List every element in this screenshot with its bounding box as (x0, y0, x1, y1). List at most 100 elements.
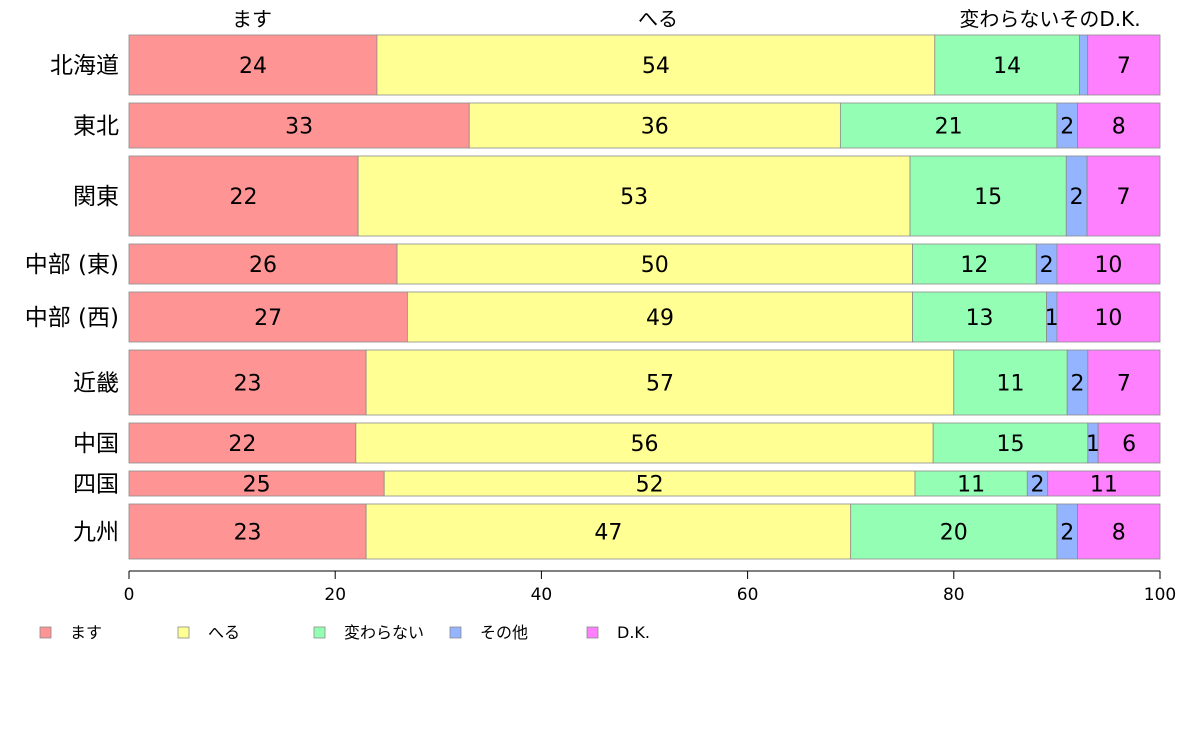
category-label: 中部 (東) (25, 252, 119, 278)
segment-value-label: 11 (997, 372, 1025, 397)
segment-value-label: 36 (641, 115, 669, 140)
bar-segment (1056, 291, 1161, 343)
legend-swatch (313, 626, 326, 639)
segment-value-label: 27 (254, 306, 282, 331)
category-label: 北海道 (50, 53, 119, 79)
category-label: 中国 (73, 431, 119, 457)
top-label-1: へる (638, 7, 678, 31)
bar-segment (1077, 503, 1161, 560)
segment-value-label: 2 (1071, 372, 1085, 397)
segment-value-label: 6 (1122, 432, 1136, 457)
top-header-labels: ます へる 変わらないそのD.K. (232, 7, 1141, 31)
segment-value-label: 47 (594, 521, 622, 546)
bar-segment (953, 349, 1068, 416)
segment-value-label: 8 (1112, 115, 1126, 140)
bar-segment (934, 34, 1080, 96)
bar-segment (357, 155, 911, 237)
legend-swatch (586, 626, 599, 639)
segment-value-label: 25 (243, 473, 271, 498)
segment-value-label: 2 (1040, 253, 1054, 278)
category-label: 四国 (73, 472, 119, 498)
legend-swatch (449, 626, 462, 639)
bar-segment (128, 349, 367, 416)
category-label: 関東 (73, 184, 119, 210)
bar-segment (365, 503, 852, 560)
bar-segment (909, 155, 1067, 237)
segment-value-label: 7 (1117, 372, 1131, 397)
segment-value-label: 52 (636, 473, 664, 498)
category-label: 東北 (73, 114, 119, 140)
bar-segment (912, 291, 1047, 343)
bar-segment (839, 102, 1058, 149)
bar-segment (1087, 34, 1161, 96)
segment-value-label: 33 (285, 115, 313, 140)
bar-segment (1087, 349, 1161, 416)
top-label-2: 変わらないそのD.K. (959, 7, 1140, 31)
bar-row: 近畿 23 57 11 2 7 (73, 349, 1161, 416)
segment-value-label: 54 (642, 54, 670, 79)
bar-segment (1079, 34, 1089, 96)
bar-row: 四国 25 52 11 2 11 (73, 470, 1161, 498)
x-tick-label: 20 (324, 585, 346, 605)
bar-row: 中部 (西) 27 49 13 1 10 (25, 291, 1161, 343)
segment-value-label: 7 (1117, 54, 1131, 79)
segment-value-label: 1 (1086, 432, 1100, 457)
segment-value-label: 15 (974, 185, 1002, 210)
segment-value-label: 10 (1094, 306, 1122, 331)
category-label: 中部 (西) (25, 305, 119, 331)
bar-segment (1077, 102, 1161, 149)
bar-segment (128, 155, 359, 237)
legend-label: 変わらない (344, 623, 424, 642)
category-label: 近畿 (73, 371, 119, 397)
x-tick-label: 60 (737, 585, 759, 605)
x-tick-label: 100 (1144, 585, 1176, 605)
segment-value-label: 2 (1031, 473, 1045, 498)
segment-value-label: 10 (1094, 253, 1122, 278)
segment-value-label: 20 (940, 521, 968, 546)
segment-value-label: 21 (935, 115, 963, 140)
segment-value-label: 24 (239, 54, 267, 79)
segment-value-label: 57 (646, 372, 674, 397)
segment-value-label: 8 (1112, 521, 1126, 546)
category-label: 九州 (73, 520, 119, 546)
segment-value-label: 12 (960, 253, 988, 278)
segment-value-label: 7 (1117, 185, 1131, 210)
bar-segment (850, 503, 1058, 560)
bar-segment (128, 243, 398, 285)
segment-value-label: 26 (249, 253, 277, 278)
legend: ます へる 変わらない その他 D.K. (39, 623, 650, 642)
x-tick-label: 80 (943, 585, 965, 605)
bar-segment (128, 422, 357, 464)
bar-row: 関東 22 53 15 2 7 (73, 155, 1161, 237)
segment-value-label: 11 (1090, 473, 1118, 498)
bar-segment (128, 503, 367, 560)
legend-label: D.K. (617, 623, 650, 642)
bar-row: 中部 (東) 26 50 12 2 10 (25, 243, 1161, 285)
segment-value-label: 2 (1060, 115, 1074, 140)
segment-value-label: 15 (997, 432, 1025, 457)
bar-segment (468, 102, 841, 149)
bar-row: 中国 22 56 15 1 6 (73, 422, 1161, 464)
segment-value-label: 1 (1045, 306, 1059, 331)
x-tick-label: 0 (124, 585, 135, 605)
top-label-0: ます (232, 7, 272, 31)
bar-segment (406, 291, 913, 343)
bar-segment (128, 34, 378, 96)
bar-segment (1056, 243, 1161, 285)
bar-segment (355, 422, 934, 464)
bar-segment (1086, 155, 1161, 237)
segment-value-label: 2 (1060, 521, 1074, 546)
legend-swatch (39, 626, 52, 639)
legend-label: ます (70, 623, 102, 642)
segment-value-label: 2 (1070, 185, 1084, 210)
segment-value-label: 11 (957, 473, 985, 498)
bar-segment (1097, 422, 1161, 464)
x-tick-label: 40 (531, 585, 553, 605)
bar-row: 九州 23 47 20 2 8 (73, 503, 1161, 560)
bar-segment (396, 243, 913, 285)
bar-segment (1047, 470, 1161, 497)
legend-swatch (177, 626, 190, 639)
bar-rows: 北海道 24 54 14 7東北 33 36 21 2 8関東 22 53 15 2 7中部 (東) 26 50… (25, 34, 1161, 560)
segment-value-label: 56 (631, 432, 659, 457)
